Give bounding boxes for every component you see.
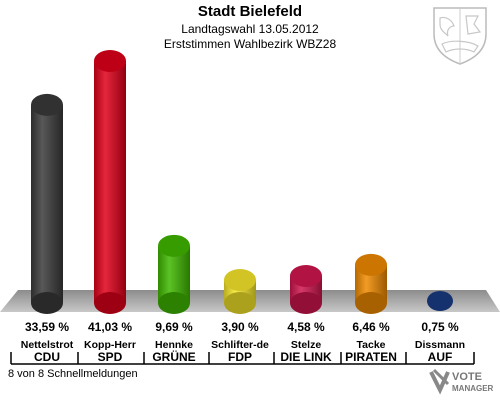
candidate-label: Stelze	[291, 339, 322, 351]
bar-top-2	[158, 234, 190, 257]
coat-of-arms-icon	[433, 7, 487, 65]
bar-top-3	[224, 268, 256, 291]
value-label: 6,46 %	[352, 320, 390, 334]
party-label: DIE LINK	[280, 350, 332, 364]
candidate-label: Kopp-Herr	[84, 339, 136, 351]
bar-base-5	[355, 292, 387, 314]
candidate-label: Nettelstrot	[21, 339, 74, 351]
bar-base-0	[31, 292, 63, 314]
candidate-label: Tacke	[357, 339, 386, 351]
party-label: GRÜNE	[152, 349, 195, 364]
party-label: PIRATEN	[345, 350, 397, 364]
value-label: 0,75 %	[421, 320, 459, 334]
party-label: AUF	[428, 350, 453, 364]
bar-top-0	[31, 93, 63, 116]
candidate-label: Schlifter-de	[211, 339, 269, 351]
chart-subtitle-district: Erststimmen Wahlbezirk WBZ28	[163, 37, 337, 51]
report-status: 8 von 8 Schnellmeldungen	[8, 368, 138, 380]
candidate-label: Dissmann	[415, 339, 465, 351]
party-label: CDU	[34, 350, 60, 364]
logo-text-vote: VOTE	[452, 371, 482, 383]
vote-manager-logo: VOTE MANAGER	[429, 368, 494, 395]
bar-base-1	[94, 292, 126, 314]
value-label: 33,59 %	[25, 320, 69, 334]
bar-base-2	[158, 292, 190, 314]
bar-cdu	[31, 104, 63, 303]
value-label: 9,69 %	[155, 320, 193, 334]
candidate-label: Hennke	[155, 339, 193, 351]
bar-auf	[427, 291, 453, 311]
party-label: FDP	[228, 350, 252, 364]
logo-text-manager: MANAGER	[452, 384, 494, 393]
party-label: SPD	[98, 350, 123, 364]
value-label: 41,03 %	[88, 320, 132, 334]
bar-spd	[94, 61, 126, 303]
value-label: 3,90 %	[221, 320, 259, 334]
bar-top-5	[355, 253, 387, 276]
bar-top-4	[290, 264, 322, 287]
bar-top-1	[94, 50, 126, 72]
bar-base-4	[290, 292, 322, 314]
bar-base-3	[224, 292, 256, 314]
chart-subtitle-election: Landtagswahl 13.05.2012	[181, 22, 319, 36]
chart-title: Stadt Bielefeld	[197, 3, 303, 20]
value-label: 4,58 %	[287, 320, 325, 334]
